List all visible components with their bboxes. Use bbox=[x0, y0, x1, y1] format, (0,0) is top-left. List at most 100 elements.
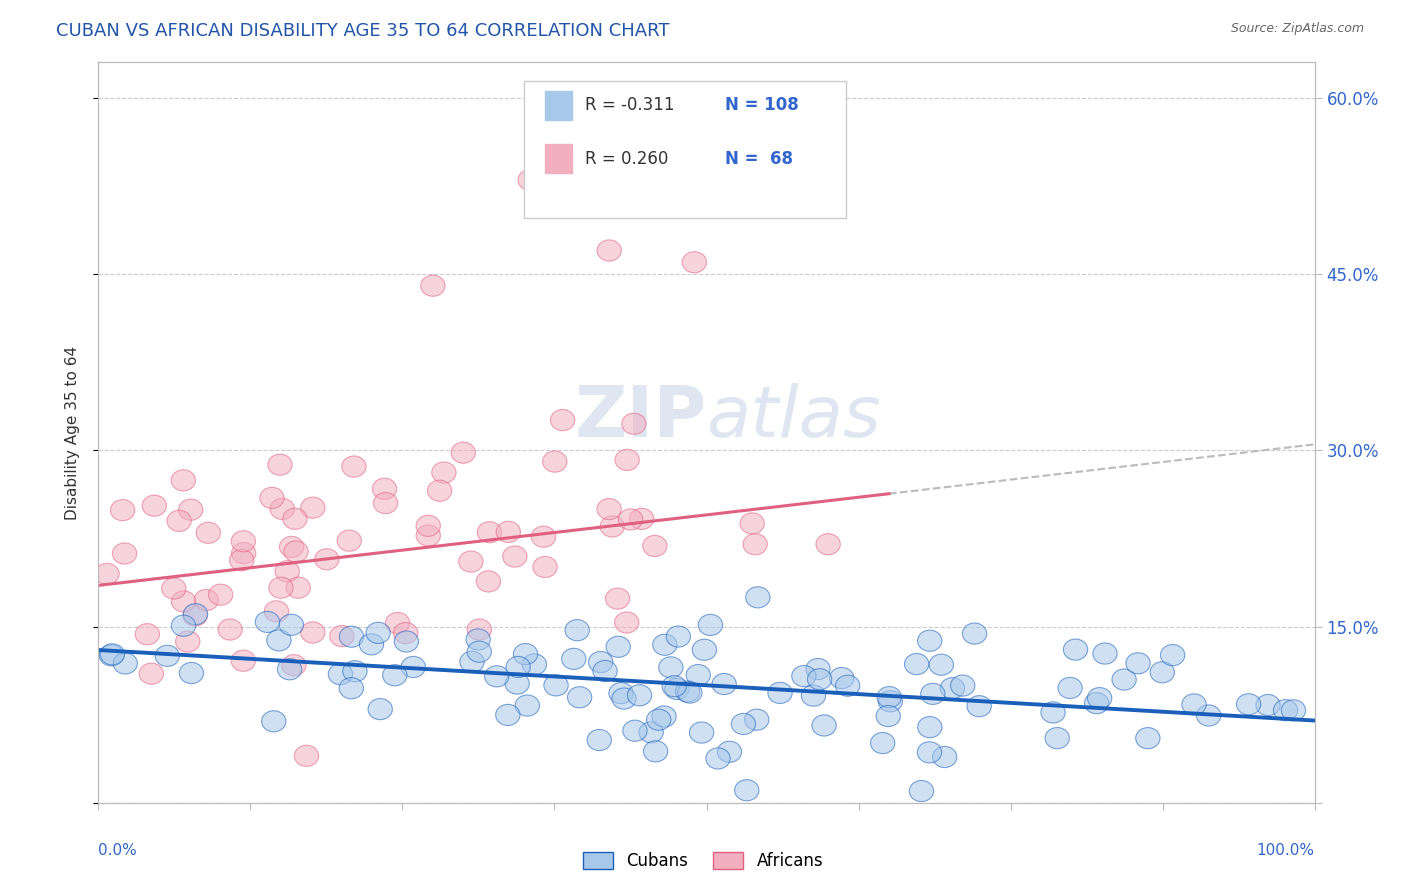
Ellipse shape bbox=[1236, 694, 1261, 714]
FancyBboxPatch shape bbox=[544, 144, 571, 173]
Text: CUBAN VS AFRICAN DISABILITY AGE 35 TO 64 CORRELATION CHART: CUBAN VS AFRICAN DISABILITY AGE 35 TO 64… bbox=[56, 22, 669, 40]
Ellipse shape bbox=[477, 522, 502, 543]
Ellipse shape bbox=[717, 741, 741, 763]
Ellipse shape bbox=[658, 657, 683, 678]
Ellipse shape bbox=[373, 478, 396, 500]
Ellipse shape bbox=[522, 654, 547, 675]
Ellipse shape bbox=[598, 240, 621, 261]
Ellipse shape bbox=[394, 631, 419, 652]
Ellipse shape bbox=[742, 533, 768, 555]
Ellipse shape bbox=[281, 655, 307, 676]
Ellipse shape bbox=[264, 601, 288, 622]
Ellipse shape bbox=[565, 620, 589, 640]
Ellipse shape bbox=[427, 480, 451, 501]
Ellipse shape bbox=[467, 641, 492, 662]
Ellipse shape bbox=[1063, 639, 1088, 660]
Ellipse shape bbox=[706, 747, 730, 769]
Ellipse shape bbox=[465, 629, 491, 650]
Ellipse shape bbox=[155, 645, 180, 666]
Ellipse shape bbox=[496, 521, 520, 542]
Ellipse shape bbox=[262, 711, 285, 731]
Ellipse shape bbox=[374, 492, 398, 514]
Text: 0.0%: 0.0% bbox=[98, 843, 138, 858]
Ellipse shape bbox=[260, 487, 284, 508]
Ellipse shape bbox=[276, 561, 299, 582]
Ellipse shape bbox=[231, 650, 256, 672]
Ellipse shape bbox=[568, 687, 592, 708]
Ellipse shape bbox=[517, 169, 543, 191]
Ellipse shape bbox=[1256, 695, 1281, 715]
Ellipse shape bbox=[330, 625, 354, 647]
Ellipse shape bbox=[339, 626, 364, 648]
Ellipse shape bbox=[801, 685, 825, 706]
Ellipse shape bbox=[269, 577, 292, 599]
Ellipse shape bbox=[1040, 702, 1066, 723]
Ellipse shape bbox=[600, 516, 624, 537]
Ellipse shape bbox=[551, 409, 575, 431]
Ellipse shape bbox=[665, 679, 689, 699]
Ellipse shape bbox=[360, 634, 384, 655]
Text: atlas: atlas bbox=[707, 384, 882, 452]
Ellipse shape bbox=[180, 663, 204, 683]
Ellipse shape bbox=[614, 450, 640, 470]
Ellipse shape bbox=[385, 613, 409, 633]
Ellipse shape bbox=[285, 577, 311, 599]
Ellipse shape bbox=[689, 722, 714, 743]
Ellipse shape bbox=[740, 513, 765, 534]
Ellipse shape bbox=[686, 665, 710, 686]
Ellipse shape bbox=[301, 497, 325, 518]
Ellipse shape bbox=[588, 730, 612, 750]
Ellipse shape bbox=[195, 522, 221, 543]
Ellipse shape bbox=[172, 615, 195, 636]
Ellipse shape bbox=[1112, 669, 1136, 690]
Ellipse shape bbox=[734, 780, 759, 801]
Ellipse shape bbox=[682, 252, 707, 273]
Ellipse shape bbox=[543, 451, 567, 472]
Ellipse shape bbox=[172, 470, 195, 491]
Ellipse shape bbox=[194, 590, 218, 611]
Ellipse shape bbox=[267, 454, 292, 475]
Ellipse shape bbox=[342, 456, 366, 477]
Ellipse shape bbox=[593, 660, 617, 681]
Ellipse shape bbox=[460, 651, 484, 673]
Text: R = -0.311: R = -0.311 bbox=[585, 96, 675, 114]
Ellipse shape bbox=[280, 536, 304, 558]
Ellipse shape bbox=[1136, 728, 1160, 748]
Ellipse shape bbox=[950, 675, 974, 696]
Ellipse shape bbox=[337, 530, 361, 551]
Ellipse shape bbox=[394, 623, 418, 644]
Ellipse shape bbox=[876, 706, 900, 727]
Ellipse shape bbox=[835, 675, 860, 697]
Ellipse shape bbox=[904, 654, 929, 674]
FancyBboxPatch shape bbox=[544, 91, 571, 120]
Ellipse shape bbox=[505, 673, 529, 694]
Ellipse shape bbox=[283, 508, 307, 529]
Ellipse shape bbox=[416, 516, 440, 536]
Ellipse shape bbox=[606, 636, 630, 657]
Ellipse shape bbox=[294, 745, 319, 766]
Ellipse shape bbox=[183, 605, 207, 626]
Ellipse shape bbox=[477, 571, 501, 592]
Ellipse shape bbox=[544, 674, 568, 696]
Ellipse shape bbox=[731, 714, 755, 734]
Ellipse shape bbox=[231, 531, 256, 552]
Ellipse shape bbox=[366, 623, 391, 643]
Ellipse shape bbox=[208, 584, 233, 606]
Ellipse shape bbox=[232, 542, 256, 564]
Ellipse shape bbox=[284, 541, 308, 562]
Ellipse shape bbox=[745, 709, 769, 731]
Ellipse shape bbox=[692, 640, 717, 660]
Ellipse shape bbox=[962, 623, 987, 644]
Ellipse shape bbox=[1084, 692, 1109, 714]
Ellipse shape bbox=[666, 626, 690, 647]
Ellipse shape bbox=[1126, 653, 1150, 673]
Ellipse shape bbox=[1087, 688, 1112, 709]
Text: Source: ZipAtlas.com: Source: ZipAtlas.com bbox=[1230, 22, 1364, 36]
Ellipse shape bbox=[678, 682, 702, 703]
Ellipse shape bbox=[643, 535, 666, 557]
Ellipse shape bbox=[513, 643, 537, 665]
Text: ZIP: ZIP bbox=[574, 384, 707, 452]
Ellipse shape bbox=[401, 657, 426, 678]
Ellipse shape bbox=[918, 630, 942, 651]
Ellipse shape bbox=[485, 665, 509, 687]
